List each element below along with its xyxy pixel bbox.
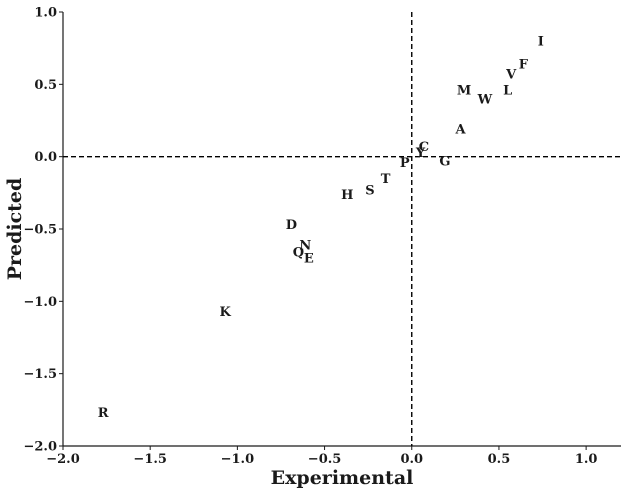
- data-point-E: E: [304, 251, 314, 266]
- data-point-M: M: [457, 84, 471, 99]
- data-point-N: N: [299, 238, 311, 253]
- data-point-A: A: [455, 123, 467, 138]
- data-point-V: V: [505, 68, 517, 83]
- x-axis-title: Experimental: [271, 467, 414, 489]
- data-point-Y: Y: [415, 146, 426, 161]
- x-tick-label: −0.5: [308, 452, 342, 467]
- data-point-G: G: [439, 155, 450, 170]
- x-tick-label: −1.5: [133, 452, 167, 467]
- data-point-I: I: [538, 34, 544, 49]
- x-tick-label: 0.0: [400, 452, 423, 467]
- data-point-D: D: [286, 218, 297, 233]
- y-tick-label: −0.5: [23, 223, 57, 238]
- y-tick-label: −1.0: [23, 295, 57, 310]
- data-point-R: R: [98, 406, 109, 421]
- data-point-F: F: [519, 58, 529, 73]
- y-tick-label: 1.0: [34, 6, 57, 21]
- y-tick-label: −2.0: [23, 440, 57, 455]
- data-point-P: P: [400, 156, 410, 171]
- x-tick-label: 0.5: [488, 452, 511, 467]
- y-tick-label: −1.5: [23, 367, 57, 382]
- y-axis-ticks: 1.0 0.5 0.0 −0.5 −1.0 −1.5 −2.0: [23, 6, 63, 455]
- data-point-L: L: [503, 84, 512, 99]
- x-tick-label: 1.0: [575, 452, 598, 467]
- data-point-Q: Q: [293, 246, 304, 261]
- data-point-T: T: [381, 172, 391, 187]
- y-axis-title: Predicted: [4, 178, 26, 281]
- x-axis-ticks: −2.0 −1.5 −1.0 −0.5 0.0 0.5 1.0: [46, 446, 597, 467]
- data-point-W: W: [477, 92, 493, 107]
- x-tick-label: −2.0: [46, 452, 80, 467]
- data-point-C: C: [419, 140, 429, 155]
- y-tick-label: 0.5: [34, 78, 57, 93]
- data-point-S: S: [365, 183, 374, 198]
- data-point-K: K: [220, 305, 232, 320]
- x-tick-label: −1.0: [221, 452, 255, 467]
- y-tick-label: 0.0: [34, 150, 57, 165]
- data-point-H: H: [341, 188, 353, 203]
